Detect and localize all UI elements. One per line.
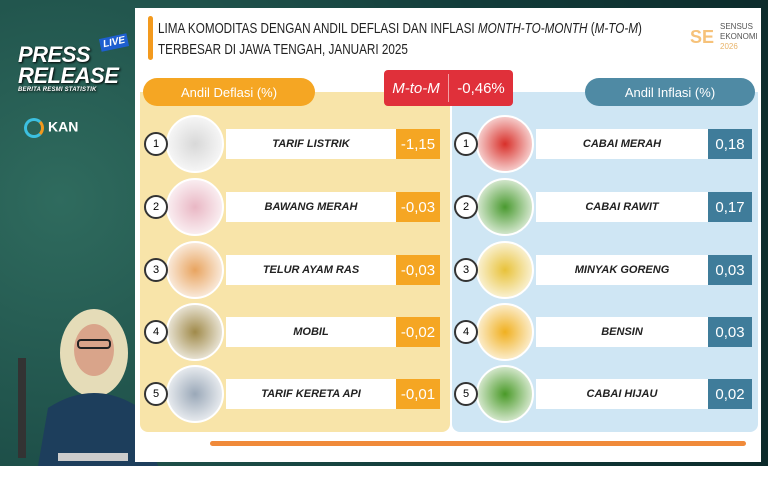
item-value: 0,03 (708, 317, 752, 347)
rank-badge: 3 (144, 258, 168, 282)
sensus-mark-icon: SE (690, 27, 715, 47)
bird-eye-chili-icon (476, 178, 534, 236)
cooking-oil-icon (476, 241, 534, 299)
rank-badge: 2 (144, 195, 168, 219)
kan-ring-icon (24, 118, 44, 138)
item-value: 0,02 (708, 379, 752, 409)
inflation-row: CABAI HIJAU 0,02 5 (454, 365, 758, 423)
rank-badge: 5 (454, 382, 478, 406)
slide-title: LIMA KOMODITAS DENGAN ANDIL DEFLASI DAN … (158, 20, 642, 58)
item-name: BENSIN (536, 317, 708, 347)
red-chili-icon (476, 115, 534, 173)
deflation-row: BAWANG MERAH -0,03 2 (144, 178, 448, 236)
item-value: -0,03 (396, 255, 440, 285)
rank-badge: 5 (144, 382, 168, 406)
sensus-ekonomi-logo: SE SENSUS EKONOMI 2026 (690, 20, 758, 56)
rank-badge: 4 (454, 320, 478, 344)
item-name: CABAI RAWIT (536, 192, 708, 222)
car-icon (166, 303, 224, 361)
rank-badge: 1 (144, 132, 168, 156)
rank-badge: 4 (144, 320, 168, 344)
rank-badge: 2 (454, 195, 478, 219)
inflation-row: MINYAK GORENG 0,03 3 (454, 241, 758, 299)
egg-icon (166, 241, 224, 299)
shallot-icon (166, 178, 224, 236)
title-accent (148, 16, 153, 60)
footer-line (210, 441, 746, 446)
green-chili-icon (476, 365, 534, 423)
press-release-logo: PRESS RELEASE BERITA RESMI STATISTIK (18, 42, 119, 94)
item-value: 0,03 (708, 255, 752, 285)
item-name: TARIF KERETA API (226, 379, 396, 409)
presenter-video (18, 309, 158, 466)
train-icon (166, 365, 224, 423)
inflation-header: Andil Inflasi (%) (585, 78, 755, 106)
item-value: -0,01 (396, 379, 440, 409)
inflation-row: BENSIN 0,03 4 (454, 303, 758, 361)
inflation-row: CABAI MERAH 0,18 1 (454, 115, 758, 173)
item-value: 0,17 (708, 192, 752, 222)
item-value: -0,03 (396, 192, 440, 222)
item-name: TELUR AYAM RAS (226, 255, 396, 285)
deflation-header: Andil Deflasi (%) (143, 78, 315, 106)
item-value: -1,15 (396, 129, 440, 159)
deflation-row: TARIF LISTRIK -1,15 1 (144, 115, 448, 173)
item-name: CABAI MERAH (536, 129, 708, 159)
item-name: CABAI HIJAU (536, 379, 708, 409)
fuel-nozzle-icon (476, 303, 534, 361)
item-name: MOBIL (226, 317, 396, 347)
inflation-row: CABAI RAWIT 0,17 2 (454, 178, 758, 236)
rank-badge: 3 (454, 258, 478, 282)
electric-meter-icon (166, 115, 224, 173)
deflation-row: MOBIL -0,02 4 (144, 303, 448, 361)
deflation-row: TARIF KERETA API -0,01 5 (144, 365, 448, 423)
deflation-row: TELUR AYAM RAS -0,03 3 (144, 241, 448, 299)
item-value: 0,18 (708, 129, 752, 159)
rank-badge: 1 (454, 132, 478, 156)
item-name: BAWANG MERAH (226, 192, 396, 222)
item-name: MINYAK GORENG (536, 255, 708, 285)
item-value: -0,02 (396, 317, 440, 347)
item-name: TARIF LISTRIK (226, 129, 396, 159)
mtm-badge: M-to-M -0,46% (384, 70, 513, 106)
kan-logo: KAN (24, 118, 78, 138)
